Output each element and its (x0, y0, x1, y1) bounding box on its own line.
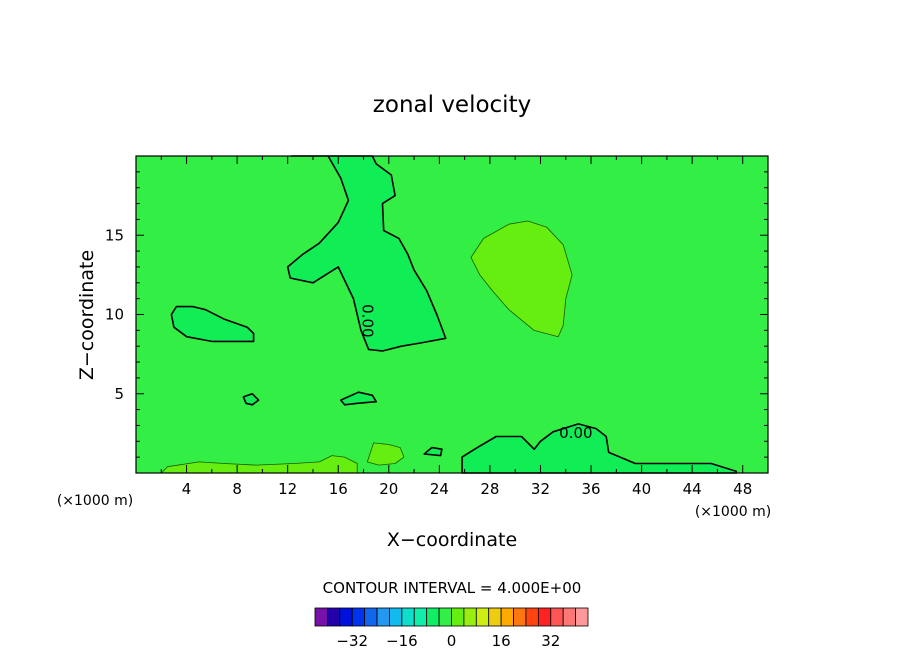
plot-background (136, 156, 768, 473)
colorbar: −32 −16 0 16 32 (314, 607, 589, 650)
colorbar-tick-label: −16 (386, 632, 418, 650)
x-tick-label: 44 (683, 480, 702, 498)
contour-region-8 (366, 442, 405, 466)
y-tick-label: 15 (105, 226, 124, 244)
x-axis: 4 8 12 16 20 24 28 32 36 40 44 48 (135, 156, 769, 498)
contour-region-9 (160, 455, 358, 474)
y-axis-label: Z−coordinate (76, 250, 98, 380)
colorbar-swatch (314, 607, 328, 627)
x-axis-unit-left: (×1000 m) (57, 493, 133, 509)
colorbar-swatch (525, 607, 539, 627)
y-tick-label: 10 (105, 306, 124, 324)
colorbar-swatch (438, 607, 452, 627)
colorbar-tick-label: 16 (492, 632, 511, 650)
colorbar-swatch (401, 607, 415, 627)
colorbar-swatch (451, 607, 465, 627)
x-tick-label: 20 (379, 480, 398, 498)
colorbar-swatch (339, 607, 353, 627)
colorbar-swatch (513, 607, 527, 627)
colorbar-swatch (575, 607, 589, 627)
colorbar-swatch (351, 607, 366, 627)
x-tick-label: 48 (733, 480, 752, 498)
colorbar-swatch (413, 607, 428, 627)
colorbar-tick-label: 32 (541, 632, 560, 650)
contour-region-1 (286, 155, 447, 352)
colorbar-swatch (426, 607, 440, 627)
x-tick-label: 24 (430, 480, 449, 498)
colorbar-swatch (537, 607, 552, 627)
contour-region-3 (242, 392, 260, 406)
chart-title: zonal velocity (373, 92, 531, 118)
x-axis-label: X−coordinate (387, 529, 517, 551)
contour-region-5 (423, 446, 443, 457)
colorbar-swatch (562, 607, 576, 627)
colorbar-swatch (488, 607, 502, 627)
x-tick-label: 8 (232, 480, 242, 498)
x-tick-label: 36 (581, 480, 600, 498)
y-tick-label: 5 (114, 385, 124, 403)
x-tick-label: 12 (278, 480, 297, 498)
x-tick-label: 4 (182, 480, 192, 498)
colorbar-swatch (550, 607, 564, 627)
colorbar-swatch (500, 607, 514, 627)
y-axis: 5 10 15 (105, 171, 768, 458)
colorbar-tick-label: 0 (447, 632, 457, 650)
x-tick-label: 32 (531, 480, 550, 498)
colorbar-swatch (376, 607, 390, 627)
contour-label: 0.00 (559, 424, 592, 442)
colorbar-swatch (389, 607, 403, 627)
colorbar-swatch (463, 607, 477, 627)
plot-area: 0.00 0.00 (135, 155, 769, 474)
contour-interval-text: CONTOUR INTERVAL = 4.000E+00 (323, 579, 582, 597)
x-tick-label: 16 (329, 480, 348, 498)
contour-region-6 (461, 423, 738, 474)
x-tick-label: 40 (632, 480, 651, 498)
colorbar-tick-label: −32 (336, 632, 368, 650)
x-axis-unit-right: (×1000 m) (695, 504, 771, 520)
colorbar-swatch (364, 607, 378, 627)
contour-label: 0.00 (358, 304, 376, 337)
colorbar-swatch (475, 607, 490, 627)
contour-region-7 (470, 220, 573, 338)
x-tick-label: 28 (480, 480, 499, 498)
colorbar-swatch (327, 607, 341, 627)
contour-region-4 (339, 391, 378, 406)
contour-region-2 (170, 305, 255, 343)
